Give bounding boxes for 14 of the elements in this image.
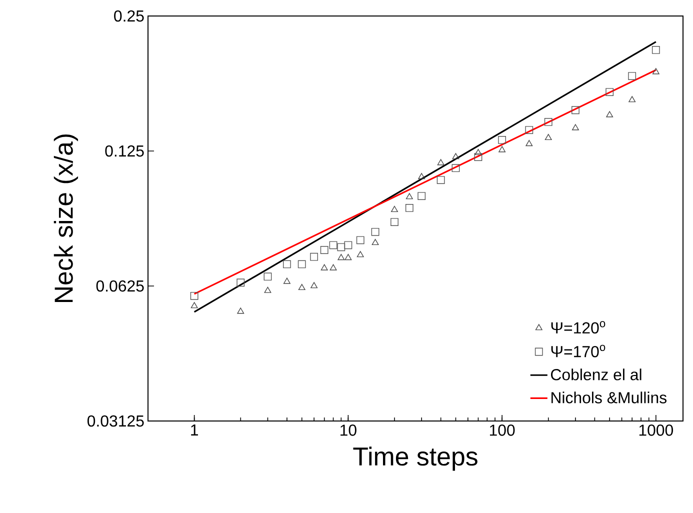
x-tick-label: 1000: [639, 424, 674, 436]
legend-label: Coblenz el al: [551, 368, 642, 380]
x-tick-label: 1: [191, 424, 198, 436]
y-tick-label: 0.25: [114, 10, 144, 22]
x-tick-label: 100: [490, 424, 515, 436]
legend-label: Nichols &Mullins: [552, 392, 667, 404]
y-tick-label: 0.0625: [96, 280, 144, 292]
legend-label: Ψ=170$^{o}$: [551, 344, 606, 358]
y-tick-label: 0.03125: [87, 415, 144, 427]
y-axis-title: Neck size (x/a): [54, 134, 78, 302]
y-tick-label: 0.125: [105, 145, 144, 157]
legend-label: Ψ=120$^{o}$: [551, 321, 606, 334]
x-axis-title: Time steps: [353, 446, 478, 471]
x-tick-label: 10: [340, 424, 356, 436]
